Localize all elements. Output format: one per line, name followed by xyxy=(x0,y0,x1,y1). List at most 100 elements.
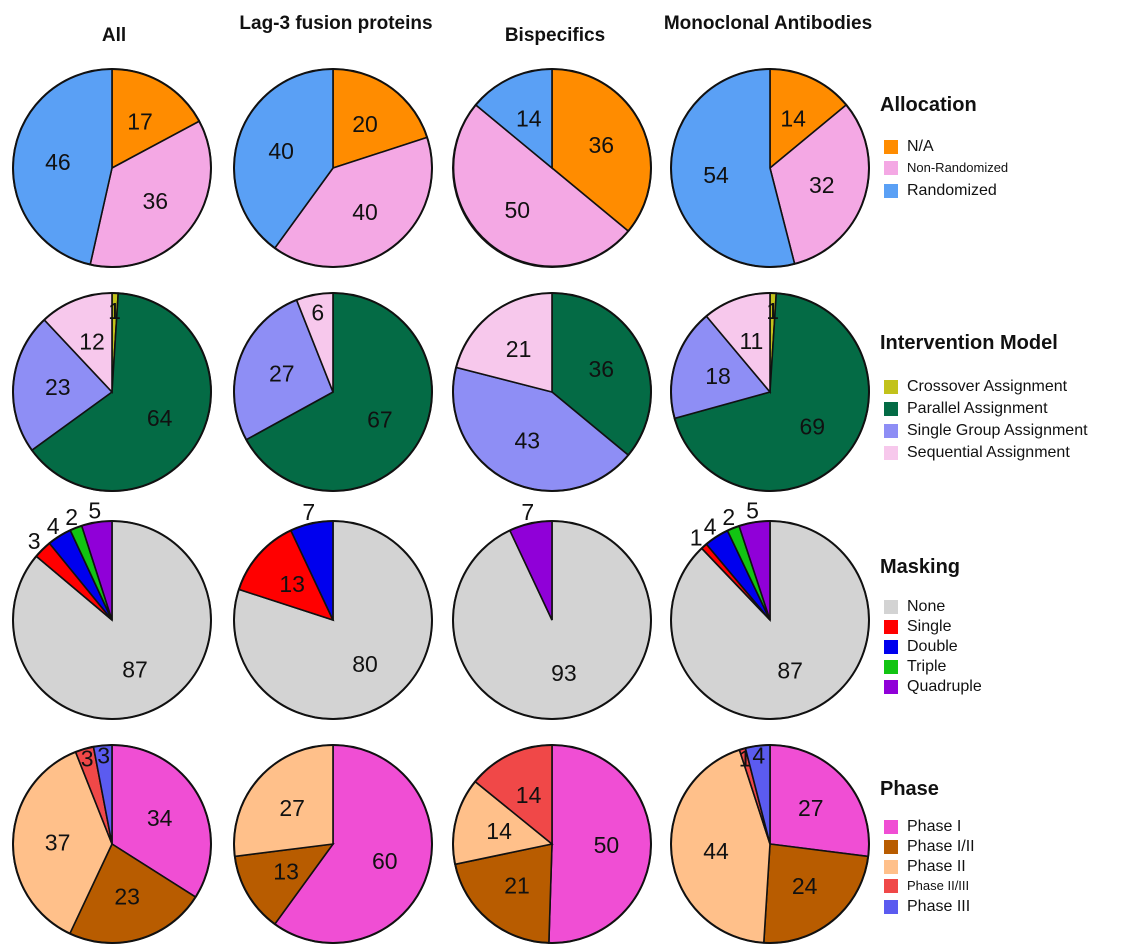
slice-label: 87 xyxy=(122,656,148,682)
pie-outline xyxy=(452,68,652,268)
slice-label: 3 xyxy=(28,528,41,554)
slice-label: 36 xyxy=(589,356,615,382)
pie-outline xyxy=(452,744,652,944)
legend-swatch xyxy=(884,446,898,460)
pie-phase-monoclonal: 27 24 44 1 4 xyxy=(670,743,870,944)
legend-item-single-group-assignment: Single Group Assignment xyxy=(884,422,1088,440)
legend-swatch xyxy=(884,402,898,416)
slice-label: 32 xyxy=(809,172,835,198)
pie-masking-monoclonal: 87 1 4 2 5 xyxy=(670,498,870,720)
legend-label: Crossover Assignment xyxy=(907,378,1068,395)
slice-label: 87 xyxy=(777,658,803,684)
slice-label: 2 xyxy=(65,504,78,530)
slice-label: 4 xyxy=(47,513,60,539)
legend-label: Phase II xyxy=(907,858,966,875)
slice-label: 80 xyxy=(352,651,378,677)
slice-label: 4 xyxy=(704,514,717,540)
slice-label: 17 xyxy=(127,108,153,134)
slice-label: 4 xyxy=(752,743,765,769)
slice-label: 14 xyxy=(780,106,806,132)
pie-intervention-bispecifics: 36 43 21 xyxy=(452,292,652,492)
pie-masking-bispecifics: 93 7 xyxy=(452,499,652,720)
legend-item-crossover-assignment: Crossover Assignment xyxy=(884,378,1067,396)
slice-label: 5 xyxy=(88,498,101,524)
legend-label: Double xyxy=(907,638,958,655)
pie-outline xyxy=(12,520,212,720)
pie-outline xyxy=(670,520,870,720)
slice-label: 13 xyxy=(273,859,299,885)
legend-swatch xyxy=(884,820,898,834)
legend-item-parallel-assignment: Parallel Assignment xyxy=(884,400,1048,418)
legend-label: Phase III xyxy=(907,898,971,915)
slice-label: 44 xyxy=(703,838,729,864)
slice-label: 21 xyxy=(504,873,530,899)
pie-outline xyxy=(670,744,870,944)
pie-allocation-bispecifics: 36 50 14 xyxy=(452,68,652,268)
legend-swatch xyxy=(884,640,898,654)
slice-label: 37 xyxy=(45,829,71,855)
legend-swatch xyxy=(884,184,898,198)
slice-label: 3 xyxy=(81,745,94,771)
legend-swatch xyxy=(884,860,898,874)
slice-label: 11 xyxy=(739,328,763,354)
slice-label: 2 xyxy=(722,504,735,530)
pie-outline xyxy=(233,520,433,720)
slice-label: 27 xyxy=(269,361,295,387)
slice-label: 64 xyxy=(147,405,173,431)
pie-allocation-lag3: 20 40 40 xyxy=(233,68,433,268)
legend-title-phase: Phase xyxy=(880,778,939,800)
legend-label: Triple xyxy=(907,658,947,675)
legend-item-phase-ii-iii: Phase II/III xyxy=(884,878,969,893)
column-title-all: All xyxy=(101,25,127,46)
pie-outline xyxy=(233,744,433,944)
pie-outline xyxy=(12,292,212,492)
legend-label: Randomized xyxy=(907,182,997,199)
legend-item-phase-ii: Phase II xyxy=(884,858,966,876)
slice-label: 93 xyxy=(551,660,577,686)
slice-label: 18 xyxy=(705,363,731,389)
legend-swatch xyxy=(884,620,898,634)
slice-label: 67 xyxy=(367,407,393,433)
legend-swatch xyxy=(884,660,898,674)
legend-swatch xyxy=(884,840,898,854)
slice-label: 14 xyxy=(486,818,512,844)
pie-outline xyxy=(233,68,433,268)
legend-item-non-randomized: Non-Randomized xyxy=(884,160,1008,175)
legend-item-phase-iii: Phase III xyxy=(884,898,970,916)
legend-swatch xyxy=(884,380,898,394)
column-title-lag3: Lag-3 fusion proteins xyxy=(239,13,433,34)
pie-intervention-all: 1 64 23 12 xyxy=(12,292,212,492)
legend-item-randomized: Randomized xyxy=(884,182,997,200)
legend-label: Parallel Assignment xyxy=(907,400,1048,417)
slice-label: 54 xyxy=(703,162,729,188)
slice-label: 27 xyxy=(279,795,305,821)
pie-intervention-lag3: 67 27 6 xyxy=(233,292,433,492)
slice-label: 36 xyxy=(143,188,169,214)
pie-allocation-all: 17 36 46 xyxy=(12,68,212,268)
legend-title-masking: Masking xyxy=(880,556,961,578)
slice-label: 50 xyxy=(594,832,620,858)
legend-swatch xyxy=(884,424,898,438)
legend-label: Quadruple xyxy=(907,678,982,695)
legend-label: Single Group Assignment xyxy=(907,422,1088,439)
slice-label: 23 xyxy=(114,883,140,909)
legend-label: None xyxy=(907,598,946,615)
slice-label: 20 xyxy=(352,111,378,137)
pie-masking-lag3: 80 13 7 xyxy=(233,499,433,720)
slice-label: 24 xyxy=(792,873,818,899)
slice-label: 40 xyxy=(268,138,294,164)
slice-label: 6 xyxy=(311,299,324,325)
pie-outline xyxy=(452,520,652,720)
pie-outline xyxy=(12,744,212,944)
slice-label: 1 xyxy=(766,298,779,324)
slice-label: 60 xyxy=(372,848,398,874)
pie-outline xyxy=(12,68,212,268)
slice-label: 14 xyxy=(516,782,542,808)
slice-label: 40 xyxy=(352,199,378,225)
pie-outline xyxy=(233,292,433,492)
slice-label: 50 xyxy=(505,197,531,223)
legend-swatch xyxy=(884,140,898,154)
legend-label: Phase I/II xyxy=(907,838,975,855)
legend-label: Single xyxy=(907,618,952,635)
